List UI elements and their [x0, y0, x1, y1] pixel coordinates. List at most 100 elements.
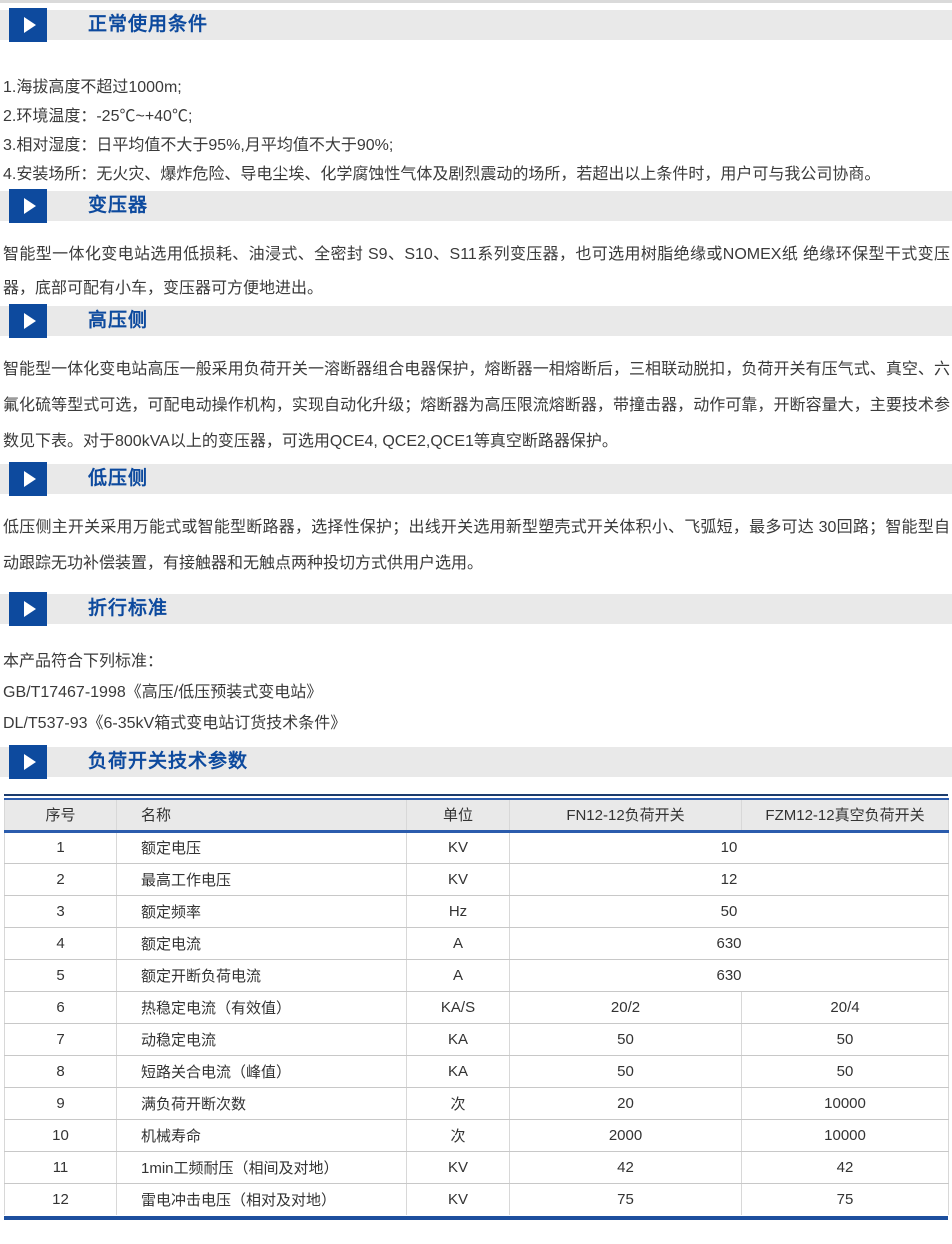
- cell-unit: Hz: [406, 895, 510, 928]
- parameters-table-wrap: 序号 名称 单位 FN12-12负荷开关 FZM12-12真空负荷开关 1 额定…: [4, 794, 949, 1220]
- cell-unit: KA: [406, 1023, 510, 1056]
- standards-list: 本产品符合下列标准： GB/T17467-1998《高压/低压预装式变电站》 D…: [3, 646, 950, 739]
- section-title: 高压侧: [88, 310, 149, 331]
- cell-name: 额定电流: [116, 927, 407, 960]
- cell-fn-value: 20/2: [509, 991, 742, 1024]
- cell-unit: 次: [406, 1087, 510, 1120]
- cell-unit: KA/S: [406, 991, 510, 1024]
- cell-unit: 次: [406, 1119, 510, 1152]
- section-header-high-voltage-side: 高压侧: [0, 304, 952, 338]
- condition-item: 3.相对湿度：日平均值不大于95%,月平均值不大于90%;: [3, 137, 394, 154]
- cell-fn-value: 50: [509, 1055, 742, 1088]
- section-title: 变压器: [88, 195, 149, 216]
- cell-name: 动稳定电流: [116, 1023, 407, 1056]
- cell-merged-value: 630: [509, 959, 949, 992]
- cell-merged-value: 10: [509, 831, 949, 864]
- high-voltage-paragraph: 智能型一体化变电站高压一般采用负荷开关一溶断器组合电器保护，熔断器一相熔断后，三…: [3, 361, 950, 450]
- cell-unit: KV: [406, 1183, 510, 1215]
- cell-name: 额定频率: [116, 895, 407, 928]
- cell-unit: A: [406, 959, 510, 992]
- low-voltage-paragraph: 低压侧主开关采用万能式或智能型断路器，选择性保护；出线开关选用新型塑壳式开关体积…: [3, 519, 950, 572]
- table-row: 10 机械寿命 次 2000 10000: [4, 1119, 949, 1152]
- section-arrow-box: [9, 189, 47, 223]
- cell-fn-value: 2000: [509, 1119, 742, 1152]
- cell-unit: A: [406, 927, 510, 960]
- transformer-paragraph: 智能型一体化变电站选用低损耗、油浸式、全密封 S9、S10、S11系列变压器，也…: [3, 246, 950, 297]
- table-row: 5 额定开断负荷电流 A 630: [4, 959, 949, 992]
- cell-fn-value: 50: [509, 1023, 742, 1056]
- right-arrow-icon: [23, 754, 36, 770]
- cell-fn-value: 75: [509, 1183, 742, 1215]
- table-bottom-rule: [4, 1216, 948, 1220]
- section-arrow-box: [9, 745, 47, 779]
- cell-unit: KV: [406, 831, 510, 864]
- section-header-low-voltage-side: 低压侧: [0, 462, 952, 496]
- cell-name: 雷电冲击电压（相对及对地）: [116, 1183, 407, 1215]
- table-row: 2 最高工作电压 KV 12: [4, 863, 949, 896]
- condition-item: 1.海拔高度不超过1000m;: [3, 79, 182, 96]
- right-arrow-icon: [23, 17, 36, 33]
- table-header-row: 序号 名称 单位 FN12-12负荷开关 FZM12-12真空负荷开关: [4, 799, 949, 833]
- cell-name: 满负荷开断次数: [116, 1087, 407, 1120]
- cell-fzm-value: 20/4: [741, 991, 949, 1024]
- cell-fzm-value: 10000: [741, 1087, 949, 1120]
- cell-fzm-value: 42: [741, 1151, 949, 1184]
- cell-fzm-value: 10000: [741, 1119, 949, 1152]
- cell-merged-value: 12: [509, 863, 949, 896]
- cell-name: 额定电压: [116, 831, 407, 864]
- section-header-normal-use-conditions: 正常使用条件: [0, 8, 952, 42]
- table-row: 8 短路关合电流（峰值） KA 50 50: [4, 1055, 949, 1088]
- cell-unit: KV: [406, 1151, 510, 1184]
- col-header-unit: 单位: [406, 799, 510, 833]
- cell-fn-value: 20: [509, 1087, 742, 1120]
- cell-no: 12: [52, 1190, 69, 1208]
- section-title: 折行标准: [88, 598, 169, 619]
- parameters-table: 序号 名称 单位 FN12-12负荷开关 FZM12-12真空负荷开关 1 额定…: [4, 798, 949, 1215]
- section-title: 低压侧: [88, 468, 149, 489]
- table-row: 7 动稳定电流 KA 50 50: [4, 1023, 949, 1056]
- cell-unit: KA: [406, 1055, 510, 1088]
- cell-merged-value: 50: [509, 895, 949, 928]
- section-arrow-box: [9, 8, 47, 42]
- condition-item: 2.环境温度：-25℃~+40℃;: [3, 108, 193, 125]
- section-header-standards: 折行标准: [0, 592, 952, 626]
- col-header-fn12: FN12-12负荷开关: [509, 799, 742, 833]
- cell-no: 1: [4, 831, 117, 864]
- table-row: 12 雷电冲击电压（相对及对地） KV 75 75: [5, 1183, 949, 1215]
- cell-fzm-value: 75: [741, 1183, 949, 1215]
- standards-line: GB/T17467-1998《高压/低压预装式变电站》: [3, 684, 323, 701]
- section-arrow-box: [9, 462, 47, 496]
- conditions-list: 1.海拔高度不超过1000m; 2.环境温度：-25℃~+40℃; 3.相对湿度…: [3, 73, 950, 189]
- section-title: 正常使用条件: [88, 14, 209, 35]
- table-row: 11 1min工频耐压（相间及对地） KV 42 42: [4, 1151, 949, 1184]
- section-arrow-box: [9, 592, 47, 626]
- standards-line: DL/T537-93《6-35kV箱式变电站订货技术条件》: [3, 715, 347, 732]
- cell-no: 7: [4, 1023, 117, 1056]
- table-row: 4 额定电流 A 630: [4, 927, 949, 960]
- cell-name: 短路关合电流（峰值）: [116, 1055, 407, 1088]
- cell-fzm-value: 50: [741, 1023, 949, 1056]
- condition-item: 4.安装场所：无火灾、爆炸危险、导电尘埃、化学腐蚀性气体及剧烈震动的场所，若超出…: [3, 166, 881, 183]
- section-arrow-box: [9, 304, 47, 338]
- col-header-fzm12: FZM12-12真空负荷开关: [741, 799, 949, 833]
- cell-no: 5: [4, 959, 117, 992]
- right-arrow-icon: [23, 471, 36, 487]
- right-arrow-icon: [23, 313, 36, 329]
- table-row: 1 额定电压 KV 10: [4, 831, 949, 864]
- table-row: 9 满负荷开断次数 次 20 10000: [4, 1087, 949, 1120]
- section-header-transformer: 变压器: [0, 189, 952, 223]
- cell-fzm-value: 50: [741, 1055, 949, 1088]
- col-header-no: 序号: [4, 799, 117, 833]
- col-header-name: 名称: [116, 799, 407, 833]
- right-arrow-icon: [23, 198, 36, 214]
- section-title: 负荷开关技术参数: [88, 751, 249, 772]
- cell-no: 9: [4, 1087, 117, 1120]
- cell-no: 11: [4, 1151, 117, 1184]
- page-top-rule: [0, 0, 952, 3]
- cell-no: 2: [4, 863, 117, 896]
- cell-name: 额定开断负荷电流: [116, 959, 407, 992]
- standards-line: 本产品符合下列标准：: [3, 653, 164, 670]
- cell-name: 热稳定电流（有效值）: [116, 991, 407, 1024]
- table-row: 3 额定频率 Hz 50: [4, 895, 949, 928]
- cell-no: 4: [4, 927, 117, 960]
